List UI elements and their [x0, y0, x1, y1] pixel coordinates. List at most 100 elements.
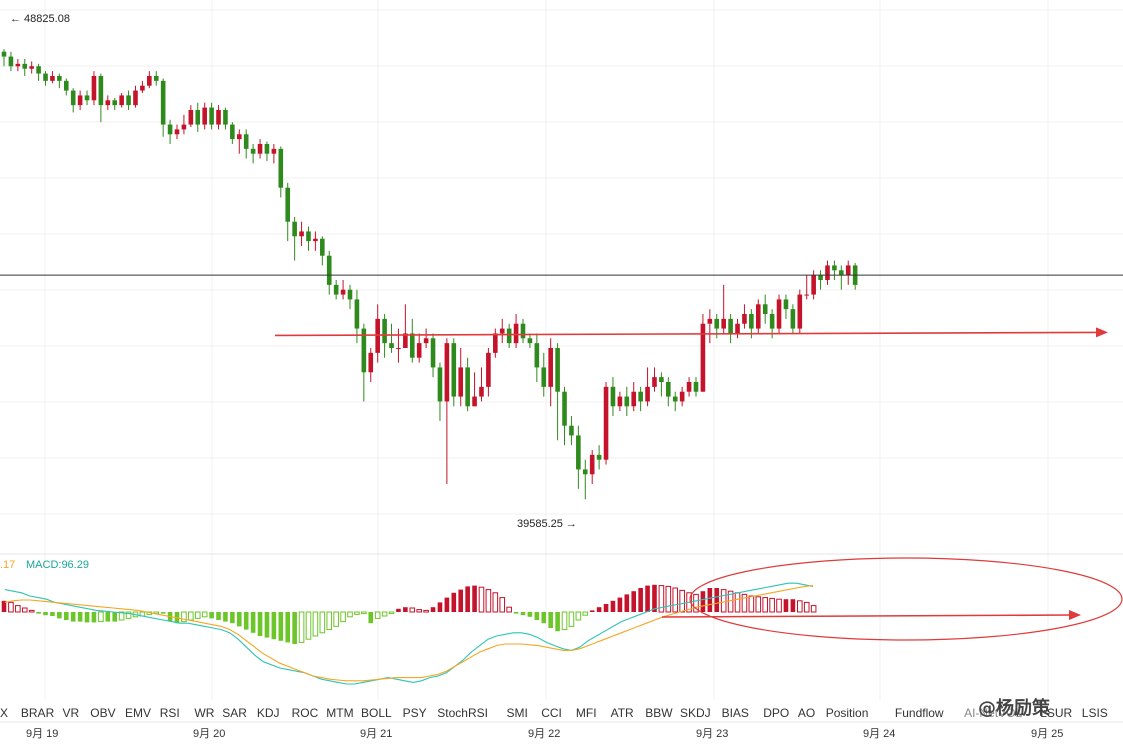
candle-series	[1, 49, 858, 500]
macd-histogram-bar	[665, 585, 672, 613]
tab-mfi[interactable]: MFI	[576, 706, 597, 720]
candle	[735, 323, 740, 334]
macd-histogram-bar	[645, 585, 650, 612]
tab-dpo[interactable]: DPO	[763, 706, 789, 720]
tab-lsis[interactable]: LSIS	[1082, 706, 1108, 720]
candle	[264, 144, 270, 154]
tab-boll[interactable]: BOLL	[361, 706, 392, 720]
candle	[693, 382, 699, 392]
macd-histogram-bar	[555, 612, 560, 632]
macd-histogram-bar	[216, 612, 221, 620]
candle	[638, 391, 643, 402]
candle	[236, 134, 242, 140]
macd-dea-line	[4, 585, 814, 682]
candle	[596, 454, 602, 460]
tab-emv[interactable]: EMV	[125, 706, 151, 720]
macd-histogram-bar	[236, 612, 242, 627]
candle	[499, 328, 505, 334]
macd-histogram-bar	[444, 597, 450, 612]
candle	[451, 343, 457, 397]
candle	[57, 76, 62, 81]
tab-lsur[interactable]: LSUR	[1040, 706, 1072, 720]
tab-ao[interactable]: AO	[798, 706, 815, 720]
macd-histogram-bar	[548, 612, 553, 628]
candle	[652, 377, 657, 387]
candle	[105, 100, 111, 106]
tab-vr[interactable]: VR	[63, 706, 80, 720]
tab-mtm[interactable]: MTM	[326, 706, 353, 720]
support-arrow-line[interactable]	[274, 331, 1099, 337]
candle	[493, 333, 498, 353]
candle	[818, 275, 823, 280]
candle	[326, 255, 332, 285]
tab-x[interactable]: X	[0, 706, 8, 720]
macd-histogram-bar	[437, 602, 443, 612]
macd-histogram-bar	[1, 600, 7, 612]
low-price-label: 39585.25 →	[517, 518, 577, 530]
tab-bbw[interactable]: BBW	[645, 706, 673, 720]
candle	[285, 187, 291, 222]
candle	[22, 63, 28, 69]
candle	[147, 76, 152, 86]
candle	[361, 328, 367, 373]
candle	[43, 73, 48, 81]
candle	[29, 66, 34, 69]
macd-histogram-bar	[527, 612, 533, 617]
macd-histogram-bar	[298, 611, 305, 643]
candle	[63, 80, 69, 91]
macd-histogram-bar	[700, 591, 706, 612]
tab-stochrsi[interactable]: StochRSI	[437, 706, 488, 720]
macd-histogram-bar	[285, 612, 291, 643]
tab-wr[interactable]: WR	[194, 706, 214, 720]
macd-histogram-bar	[326, 611, 333, 631]
macd-histogram-bar	[84, 612, 90, 623]
macd-histogram-bar	[354, 611, 360, 615]
date-tick-label: 9月 24	[863, 728, 895, 740]
date-tick-label: 9月 21	[360, 728, 392, 740]
tab-rsi[interactable]: RSI	[160, 706, 180, 720]
candle	[202, 107, 207, 125]
date-axis: 9月 19 9月 20 9月 21 9月 22 9月 23 9月 24 9月 25	[26, 728, 1063, 740]
macd-histogram-bar	[762, 597, 769, 613]
candle	[790, 309, 796, 329]
tab-ai-netvol[interactable]: AI-NetVOL	[964, 706, 1022, 720]
candle	[15, 63, 21, 67]
macd-histogram-bar	[201, 611, 208, 618]
tab-skdj[interactable]: SKDJ	[680, 706, 711, 720]
tab-cci[interactable]: CCI	[541, 706, 562, 720]
tab-position[interactable]: Position	[826, 706, 869, 720]
tab-bias[interactable]: BIAS	[722, 706, 749, 720]
macd-histogram-bar	[36, 612, 41, 614]
candle	[506, 328, 512, 344]
tab-roc[interactable]: ROC	[292, 706, 319, 720]
candle	[416, 343, 422, 358]
candle	[403, 333, 408, 348]
candle	[375, 318, 380, 353]
macd-histogram-bar	[340, 611, 346, 623]
tab-fundflow[interactable]: Fundflow	[895, 706, 944, 720]
tab-smi[interactable]: SMI	[507, 706, 528, 720]
macd-histogram-bar	[810, 605, 817, 613]
candle	[472, 396, 477, 407]
tab-atr[interactable]: ATR	[611, 706, 634, 720]
macd-histogram-bar	[278, 612, 284, 641]
tab-sar[interactable]: SAR	[222, 706, 247, 720]
candle	[36, 66, 41, 74]
macd-histogram-bar	[485, 589, 492, 613]
candle	[686, 382, 692, 392]
tab-psy[interactable]: PSY	[403, 706, 427, 720]
tab-brar[interactable]: BRAR	[21, 706, 55, 720]
candle	[486, 352, 491, 387]
macd-histogram-bar	[264, 612, 270, 638]
candle	[645, 386, 650, 402]
macd-histogram-bar	[63, 612, 69, 620]
tab-obv[interactable]: OBV	[90, 706, 115, 720]
tab-kdj[interactable]: KDJ	[257, 706, 280, 720]
candle	[479, 386, 484, 397]
candle	[458, 367, 464, 397]
candle	[465, 367, 470, 407]
date-tick-label: 9月 20	[193, 728, 225, 740]
macd-histogram-bar	[403, 607, 408, 612]
macd-dif-line	[4, 582, 814, 685]
